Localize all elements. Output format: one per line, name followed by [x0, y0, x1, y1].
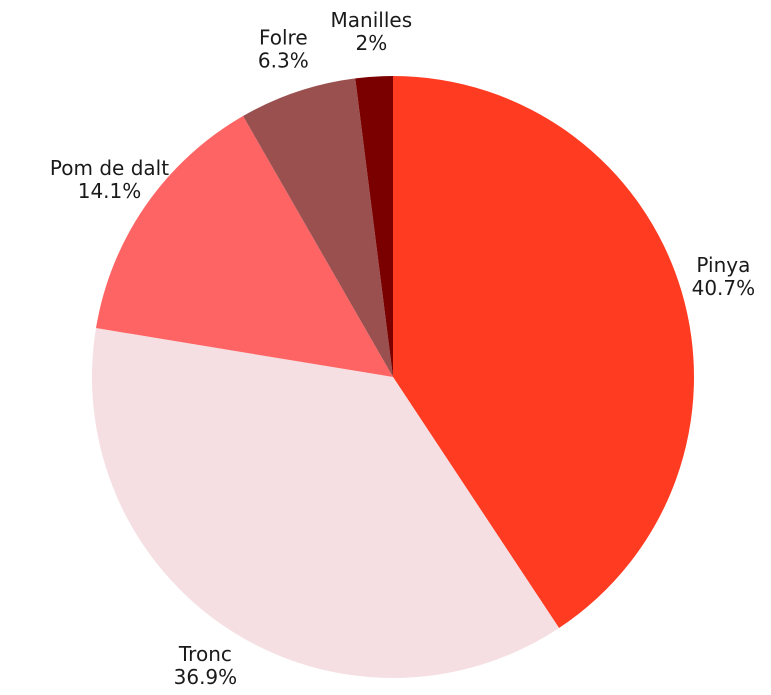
slice-label: Pinya: [696, 253, 750, 277]
pie-slice: [243, 78, 393, 377]
slice-label: Tronc: [178, 642, 232, 666]
slice-label: Folre: [259, 25, 308, 49]
pie-slice: [393, 76, 694, 629]
slice-value-label: 14.1%: [78, 179, 142, 203]
slice-value-label: 40.7%: [692, 276, 756, 300]
slice-value-label: 2%: [355, 31, 387, 55]
slice-label: Pom de dalt: [50, 156, 169, 180]
pie-slice: [92, 328, 560, 678]
slice-value-label: 6.3%: [258, 48, 309, 72]
pie-slice: [355, 76, 393, 377]
slice-label: Manilles: [331, 8, 413, 32]
pie-slice: [96, 116, 393, 377]
slice-value-label: 36.9%: [174, 665, 238, 689]
